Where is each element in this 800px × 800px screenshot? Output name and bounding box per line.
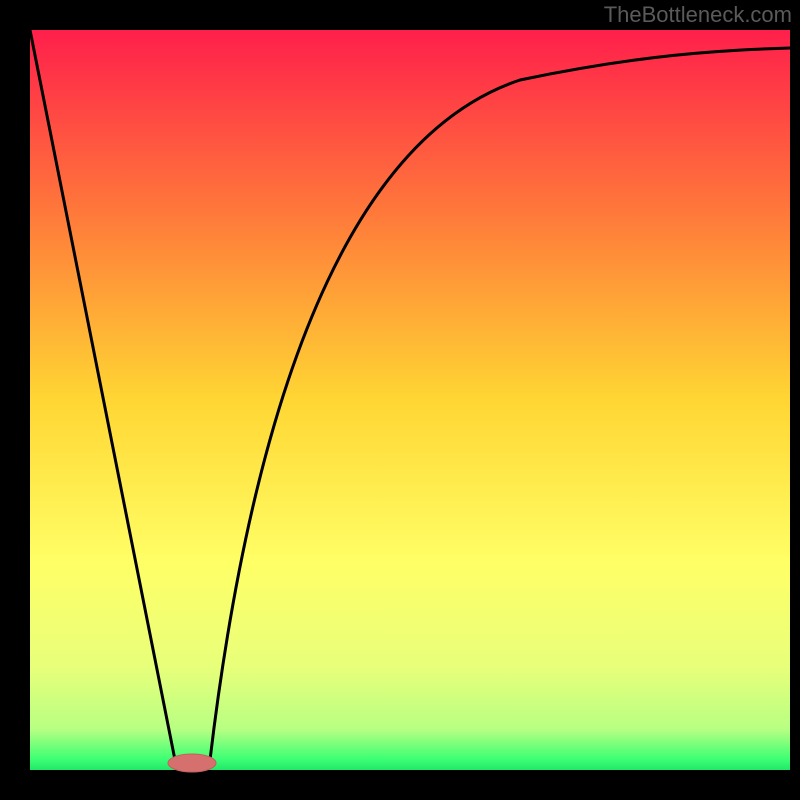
bottleneck-chart	[0, 0, 800, 800]
bottleneck-marker	[168, 754, 216, 772]
plot-background	[30, 30, 790, 770]
watermark-text: TheBottleneck.com	[604, 2, 792, 28]
chart-container: TheBottleneck.com	[0, 0, 800, 800]
